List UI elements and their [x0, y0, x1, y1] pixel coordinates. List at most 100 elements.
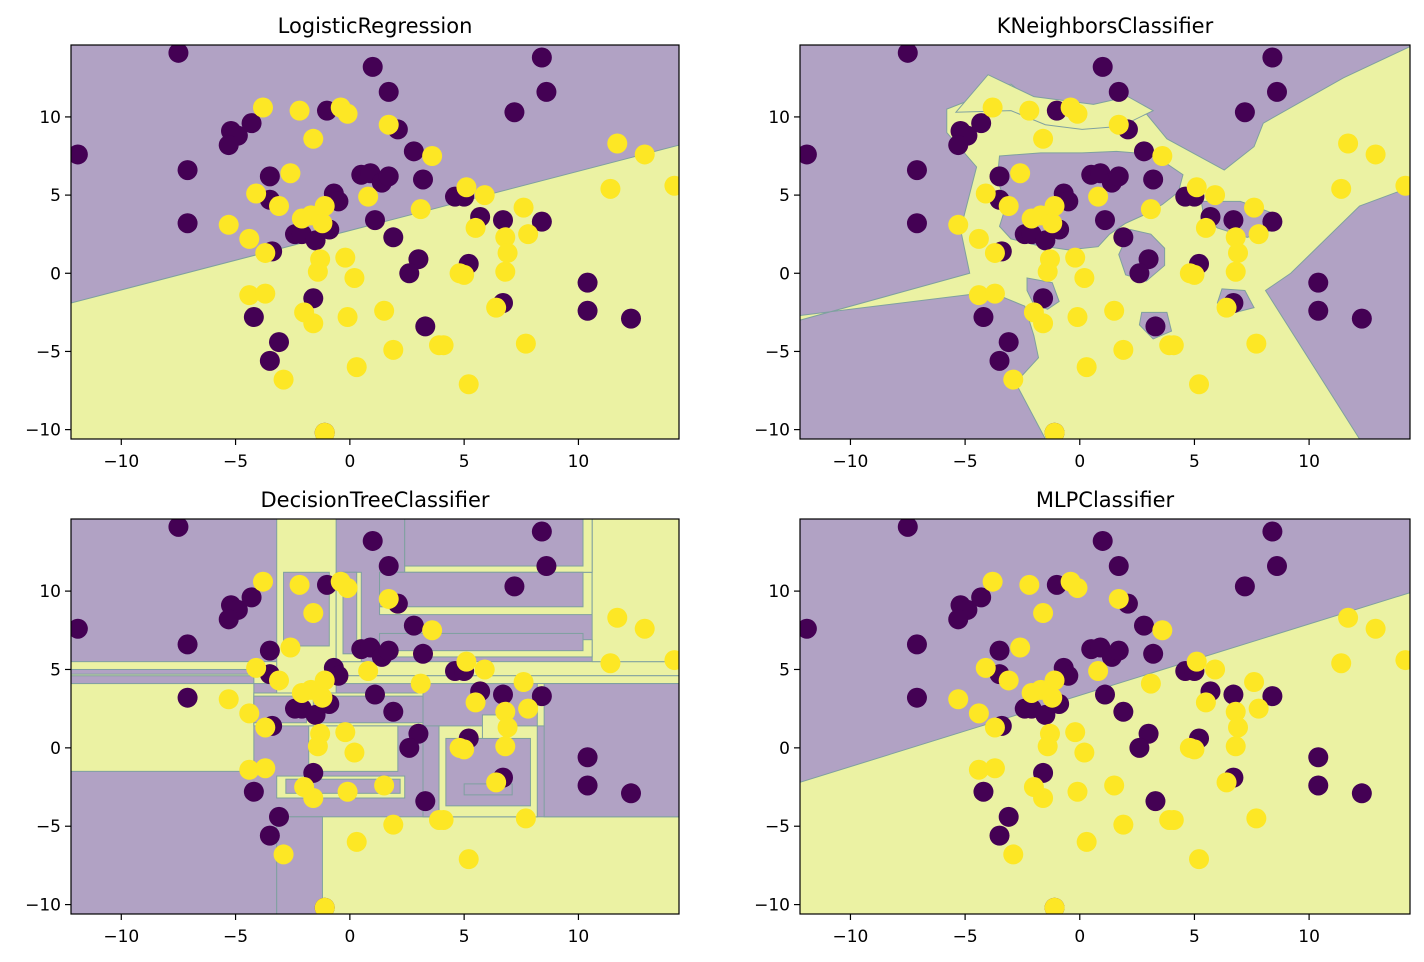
point-class-0 [1108, 556, 1129, 577]
point-class-0 [1035, 704, 1056, 725]
point-class-1 [1065, 722, 1086, 743]
point-class-1 [1021, 208, 1042, 229]
point-class-0 [177, 213, 198, 234]
point-class-1 [1365, 618, 1386, 639]
point-class-1 [1331, 178, 1352, 199]
point-class-0 [1308, 272, 1329, 293]
point-class-1 [303, 603, 324, 624]
point-class-1 [1042, 687, 1063, 708]
point-class-1 [255, 717, 276, 738]
point-class-1 [1033, 603, 1054, 624]
point-class-1 [1037, 261, 1058, 282]
point-class-1 [269, 670, 289, 691]
point-class-0 [218, 135, 239, 156]
point-class-1 [968, 285, 989, 306]
region-class-1 [591, 519, 679, 663]
point-class-1 [515, 333, 536, 354]
point-class-0 [998, 806, 1019, 827]
point-class-0 [536, 81, 557, 102]
point-class-1 [1044, 422, 1065, 439]
point-class-1 [495, 227, 516, 248]
point-class-1 [337, 103, 358, 124]
point-class-0 [531, 521, 552, 542]
point-class-0 [177, 687, 198, 708]
point-class-1 [1195, 692, 1216, 713]
point-class-1 [239, 228, 260, 249]
point-class-1 [984, 283, 1005, 304]
point-class-0 [1308, 747, 1329, 768]
point-class-1 [1205, 185, 1226, 206]
point-class-0 [989, 640, 1010, 661]
point-class-0 [1095, 210, 1115, 231]
y-tick-label: −5 [36, 817, 61, 837]
y-tick-label: 0 [779, 739, 790, 759]
point-class-0 [1095, 684, 1115, 705]
x-tick-label: 5 [1189, 452, 1200, 472]
x-tick-label: 0 [1074, 452, 1085, 472]
region-class-0 [276, 816, 323, 914]
point-class-0 [800, 618, 817, 639]
point-class-0 [403, 141, 424, 162]
point-class-0 [383, 227, 404, 248]
point-class-1 [497, 717, 518, 738]
point-class-0 [1092, 530, 1113, 551]
axes-frame [70, 44, 680, 440]
point-class-0 [378, 640, 399, 661]
point-class-1 [1246, 808, 1267, 829]
point-class-1 [1074, 742, 1095, 763]
point-class-1 [1065, 247, 1086, 268]
point-class-1 [383, 339, 404, 360]
point-class-0 [1262, 686, 1283, 707]
point-class-1 [513, 197, 534, 218]
point-class-1 [253, 97, 273, 118]
x-tick-label: −10 [103, 927, 139, 947]
point-class-0 [1108, 166, 1129, 187]
point-class-1 [374, 300, 395, 321]
point-class-0 [973, 307, 994, 328]
scatter-points [800, 519, 1410, 914]
point-class-0 [259, 825, 280, 846]
point-class-1 [998, 670, 1019, 691]
x-tick-label: 10 [568, 452, 590, 472]
point-class-0 [1262, 211, 1283, 232]
point-class-1 [1033, 313, 1054, 334]
scatter-points [71, 45, 679, 439]
point-class-1 [486, 772, 507, 793]
y-tick-label: 5 [779, 186, 790, 206]
point-class-0 [218, 609, 239, 630]
point-class-0 [1138, 723, 1159, 744]
point-class-0 [362, 56, 383, 77]
point-class-1 [1189, 849, 1210, 870]
point-class-1 [422, 146, 443, 167]
point-class-0 [577, 747, 598, 768]
point-class-0 [1262, 521, 1283, 542]
point-class-0 [71, 618, 88, 639]
point-class-0 [621, 783, 641, 804]
point-class-1 [982, 97, 1003, 118]
point-class-0 [365, 210, 385, 231]
point-class-1 [1365, 144, 1386, 165]
point-class-1 [344, 267, 365, 288]
point-class-1 [1104, 775, 1125, 796]
point-class-1 [337, 781, 358, 802]
x-tick-label: 0 [1074, 927, 1085, 947]
point-class-1 [1108, 588, 1129, 609]
decision-regions [800, 45, 1410, 439]
point-class-1 [456, 651, 477, 672]
point-class-0 [413, 643, 433, 664]
point-class-1 [1113, 339, 1134, 360]
point-class-0 [1223, 684, 1244, 705]
point-class-1 [998, 196, 1019, 217]
point-class-1 [239, 703, 260, 724]
x-tick-label: 5 [459, 452, 470, 472]
x-tick-label: 10 [1298, 452, 1320, 472]
point-class-1 [984, 717, 1005, 738]
point-class-1 [1019, 574, 1040, 595]
point-class-0 [399, 263, 420, 284]
point-class-0 [243, 781, 264, 802]
point-class-1 [273, 844, 294, 865]
point-class-1 [422, 620, 443, 641]
point-class-1 [607, 133, 628, 154]
point-class-0 [971, 113, 992, 134]
